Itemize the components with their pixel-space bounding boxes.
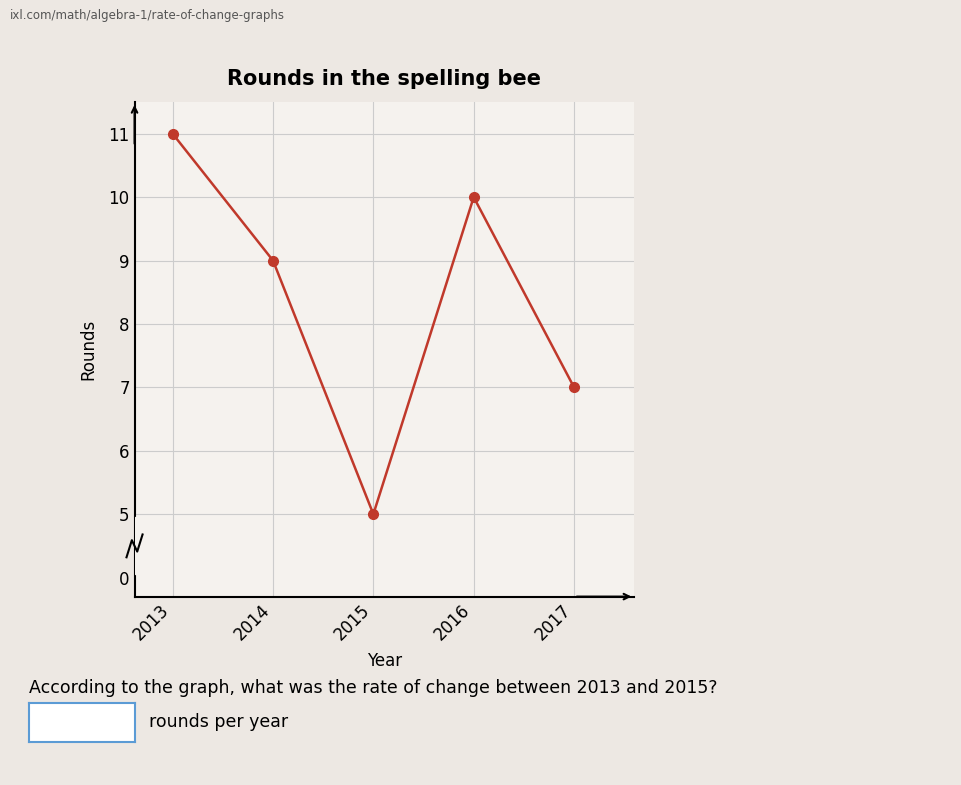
Title: Rounds in the spelling bee: Rounds in the spelling bee xyxy=(228,69,541,89)
Y-axis label: Rounds: Rounds xyxy=(80,319,97,380)
Bar xyxy=(135,517,139,575)
Text: rounds per year: rounds per year xyxy=(149,714,288,731)
X-axis label: Year: Year xyxy=(367,652,402,670)
Text: ixl.com/math/algebra-1/rate-of-change-graphs: ixl.com/math/algebra-1/rate-of-change-gr… xyxy=(10,9,284,23)
Text: According to the graph, what was the rate of change between 2013 and 2015?: According to the graph, what was the rat… xyxy=(29,679,717,697)
